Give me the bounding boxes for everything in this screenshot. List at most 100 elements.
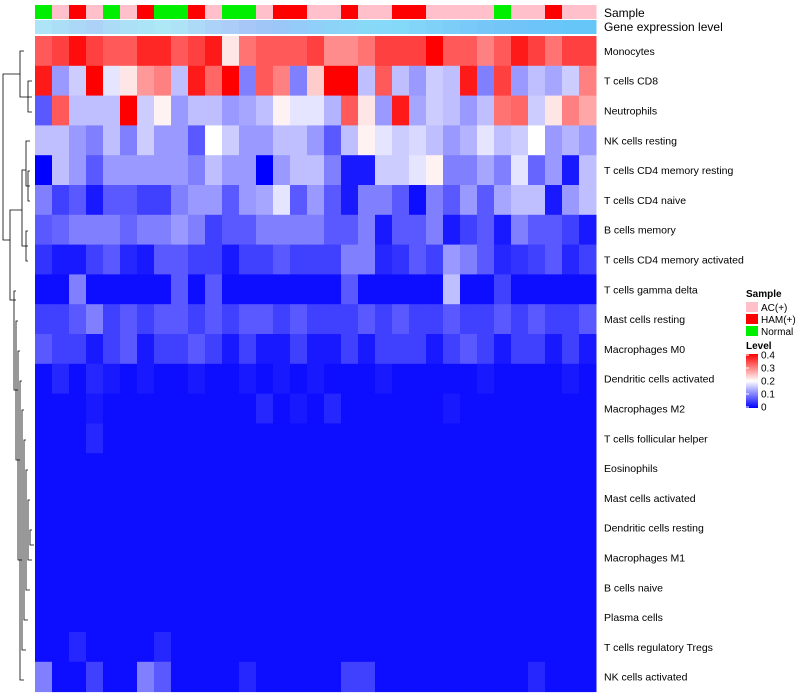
heatmap-cell xyxy=(494,423,512,454)
sample-annotation-cell xyxy=(120,5,138,19)
heatmap-cell xyxy=(69,185,87,216)
heatmap-cell xyxy=(239,572,257,603)
heatmap-cell xyxy=(477,363,495,395)
heatmap-cell xyxy=(579,512,597,544)
heatmap-cell xyxy=(392,214,410,246)
heatmap-cell xyxy=(562,304,580,335)
heatmap-cell xyxy=(375,661,393,693)
heatmap-cell xyxy=(239,632,257,663)
heatmap-cell xyxy=(392,661,410,693)
gene-annotation-cell xyxy=(171,20,189,34)
heatmap-cell xyxy=(375,602,393,633)
heatmap-cell xyxy=(52,214,70,246)
heatmap-cell xyxy=(69,632,87,663)
heatmap-cell xyxy=(426,512,444,544)
heatmap-cell xyxy=(341,65,359,97)
heatmap-cell xyxy=(409,632,427,663)
heatmap-cell xyxy=(426,155,444,186)
heatmap-cell xyxy=(154,185,172,216)
heatmap-cell xyxy=(375,483,393,514)
heatmap-cell xyxy=(307,423,325,454)
heatmap-cell xyxy=(358,334,376,365)
heatmap-cell xyxy=(528,512,546,544)
heatmap-cell xyxy=(120,453,138,484)
heatmap-cell xyxy=(443,453,461,484)
heatmap-cell xyxy=(69,65,87,97)
heatmap-cell xyxy=(103,602,121,633)
heatmap-cell xyxy=(579,65,597,97)
heatmap-cell xyxy=(443,661,461,693)
level-tick-label: 0.2 xyxy=(761,377,775,388)
heatmap-cell xyxy=(409,304,427,335)
heatmap-cell xyxy=(579,185,597,216)
heatmap-cell xyxy=(511,661,529,693)
heatmap-cell xyxy=(256,274,274,305)
heatmap-cell xyxy=(341,572,359,603)
heatmap-cell xyxy=(171,661,189,693)
heatmap-cell xyxy=(477,155,495,186)
heatmap-cell xyxy=(460,214,478,246)
heatmap-cell xyxy=(154,542,172,573)
heatmap-cell xyxy=(528,155,546,186)
heatmap-cell xyxy=(222,65,240,97)
heatmap-cell xyxy=(205,244,223,275)
heatmap-cell xyxy=(443,244,461,275)
heatmap-cell xyxy=(137,512,155,544)
sample-legend-title: Sample xyxy=(746,289,782,300)
sample-annotation-cell xyxy=(341,5,359,19)
heatmap-cell xyxy=(528,214,546,246)
heatmap-cell xyxy=(443,572,461,603)
sample-legend-swatch xyxy=(746,314,758,324)
heatmap-cell xyxy=(307,185,325,216)
heatmap-cell xyxy=(579,363,597,395)
heatmap-cell xyxy=(273,661,291,693)
heatmap-cell xyxy=(324,274,342,305)
heatmap-cell xyxy=(494,661,512,693)
sample-annotation-cell xyxy=(103,5,121,19)
heatmap-cell xyxy=(256,512,274,544)
heatmap-cell xyxy=(392,185,410,216)
heatmap-cell xyxy=(358,453,376,484)
heatmap-cell xyxy=(103,423,121,454)
sample-annotation-cell xyxy=(222,5,240,19)
heatmap-cell xyxy=(324,244,342,275)
heatmap-cell xyxy=(171,214,189,246)
heatmap-cell xyxy=(256,453,274,484)
gene-annotation-cell xyxy=(426,20,444,34)
heatmap-cell xyxy=(69,155,87,186)
heatmap-cell xyxy=(562,185,580,216)
heatmap-cell xyxy=(528,602,546,633)
heatmap-cell xyxy=(562,334,580,365)
heatmap-cell xyxy=(35,602,53,633)
heatmap-cell xyxy=(273,453,291,484)
sample-annotation-cell xyxy=(171,5,189,19)
heatmap-cell xyxy=(579,334,597,365)
heatmap-cell xyxy=(103,363,121,395)
heatmap-cell xyxy=(443,274,461,305)
heatmap-cell xyxy=(222,483,240,514)
heatmap-cell xyxy=(222,363,240,395)
heatmap-cell xyxy=(562,244,580,275)
heatmap-cell xyxy=(239,155,257,186)
dendrogram-branch xyxy=(29,529,34,546)
dendrogram-branch xyxy=(2,73,20,241)
heatmap-cell xyxy=(103,542,121,573)
heatmap-cell xyxy=(52,334,70,365)
heatmap-cell xyxy=(358,363,376,395)
heatmap-cell xyxy=(443,512,461,544)
heatmap-cell xyxy=(324,185,342,216)
heatmap-cell xyxy=(562,155,580,186)
heatmap-cell xyxy=(324,542,342,573)
heatmap-cell xyxy=(579,572,597,603)
row-label: Dendritic cells activated xyxy=(604,374,714,386)
heatmap-cell xyxy=(392,95,410,126)
heatmap-cell xyxy=(120,512,138,544)
heatmap-cell xyxy=(256,125,274,156)
sample-annotation-cell xyxy=(460,5,478,19)
gene-annotation-cell xyxy=(562,20,580,34)
heatmap-cell xyxy=(358,244,376,275)
heatmap-cell xyxy=(477,453,495,484)
heatmap-cell xyxy=(273,393,291,424)
heatmap-cell xyxy=(171,363,189,395)
heatmap-cell xyxy=(35,304,53,335)
